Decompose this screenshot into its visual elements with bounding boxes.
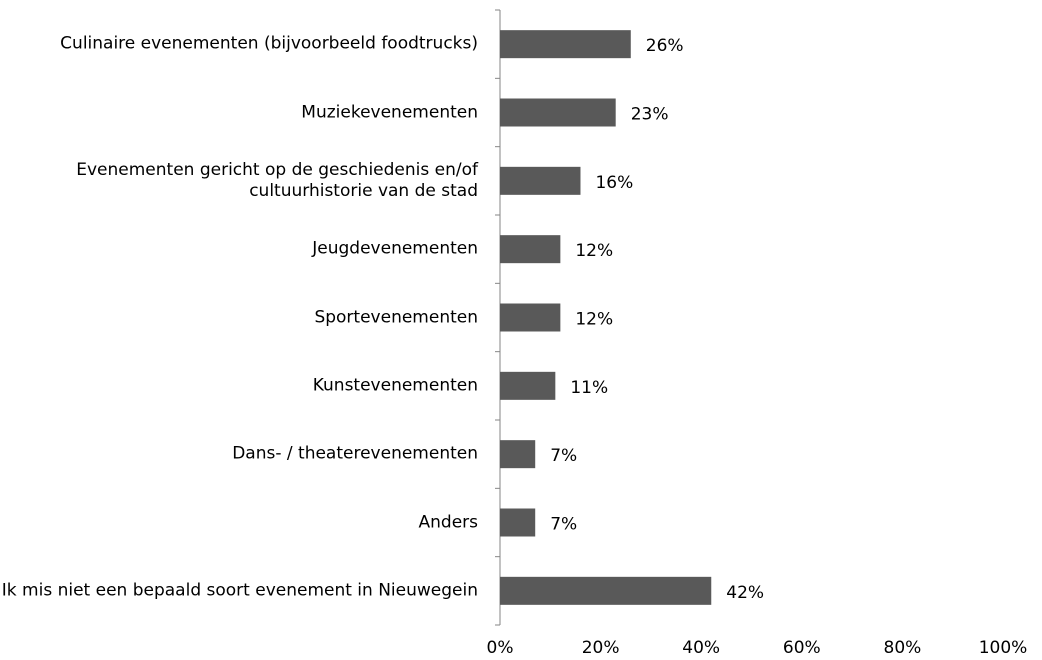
value-label: 11% bbox=[570, 378, 608, 398]
value-label: 23% bbox=[631, 105, 669, 125]
bar bbox=[500, 98, 616, 127]
value-label: 7% bbox=[550, 446, 577, 466]
value-label: 7% bbox=[550, 515, 577, 535]
x-tick-label: 0% bbox=[487, 638, 514, 658]
bar bbox=[500, 371, 556, 400]
y-tick-label: Kunstevenementen bbox=[312, 375, 478, 396]
y-tick-label: Sportevenementen bbox=[314, 307, 478, 327]
x-tick-label: 80% bbox=[884, 638, 922, 658]
bar bbox=[500, 440, 536, 469]
value-label: 16% bbox=[595, 173, 633, 193]
y-tick-label: Evenementen gericht op de geschiedenis e… bbox=[76, 159, 478, 201]
bar bbox=[500, 235, 561, 264]
x-tick-label: 100% bbox=[979, 638, 1028, 658]
value-label: 42% bbox=[726, 583, 764, 603]
y-tick-label: Ik mis niet een bepaald soort evenement … bbox=[1, 580, 478, 601]
bar bbox=[500, 166, 581, 195]
x-tick-label: 40% bbox=[682, 638, 720, 658]
y-tick-label: Muziekevenementen bbox=[301, 102, 478, 122]
y-tick-label: Culinaire evenementen (bijvoorbeeld food… bbox=[60, 33, 478, 54]
y-tick-label: Jeugdevenementen bbox=[312, 238, 478, 259]
value-label: 26% bbox=[646, 36, 684, 56]
value-label: 12% bbox=[575, 310, 613, 330]
y-tick-label: Anders bbox=[418, 512, 479, 532]
bar bbox=[500, 303, 561, 332]
bar bbox=[500, 508, 536, 537]
y-tick-label: Dans- / theaterevenementen bbox=[232, 443, 478, 464]
x-tick-label: 60% bbox=[783, 638, 821, 658]
value-label: 12% bbox=[575, 241, 613, 261]
bar bbox=[500, 576, 712, 605]
x-tick-label: 20% bbox=[582, 638, 620, 658]
bar bbox=[500, 30, 631, 59]
